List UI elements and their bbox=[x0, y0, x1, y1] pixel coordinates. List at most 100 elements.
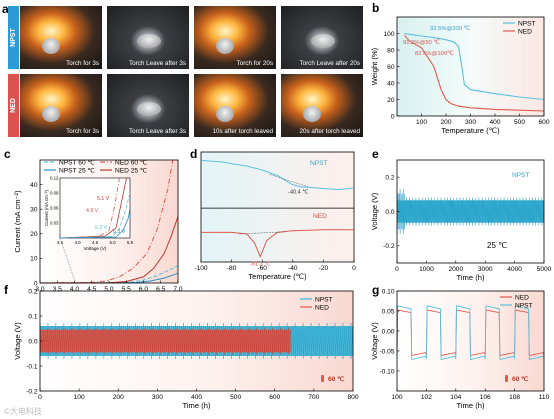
inset-line bbox=[59, 177, 120, 239]
annotation: -40.4 ℃ bbox=[288, 190, 309, 196]
photo-1-0: Torch for 3s bbox=[20, 74, 102, 137]
y-tick-label: 0 bbox=[34, 280, 38, 287]
x-tick-label: 4000 bbox=[507, 266, 522, 273]
photo-caption: 20s after torch leaved bbox=[299, 128, 360, 135]
y-tick-label: 20 bbox=[30, 231, 38, 238]
panel-label-c: c bbox=[4, 147, 11, 161]
x-tick-label: 104 bbox=[450, 394, 461, 401]
plot-frame bbox=[396, 290, 545, 392]
x-tick-label: 5.0 bbox=[104, 286, 113, 293]
series-label: NPST bbox=[512, 172, 530, 179]
plot-background bbox=[397, 17, 544, 116]
tangent bbox=[239, 231, 286, 235]
inset-line bbox=[59, 192, 131, 239]
inset-annotation: 5.3 V bbox=[113, 229, 126, 235]
y-axis-label: Voltage (V) bbox=[370, 192, 379, 230]
y-tick-label: -0.10 bbox=[379, 368, 394, 375]
series-ned bbox=[403, 34, 545, 112]
annotation: 60 ℃ bbox=[328, 375, 345, 383]
series-npst bbox=[200, 159, 355, 191]
y-tick-label: 0.05 bbox=[382, 308, 395, 315]
panel-label-f: f bbox=[4, 283, 9, 297]
photo-0-3: Torch Leave after 20s bbox=[281, 6, 363, 69]
x-tick-label: 110 bbox=[539, 394, 550, 401]
watermark: ©大电科技 bbox=[4, 407, 42, 416]
x-tick-label: 0 bbox=[395, 266, 399, 273]
y-tick-label: 80 bbox=[387, 47, 395, 54]
x-tick-label: 400 bbox=[191, 394, 202, 401]
inset-frame bbox=[59, 177, 131, 239]
y-axis-label: Current (mA cm⁻²) bbox=[13, 190, 22, 253]
inset-x-tick-label: 5.0 bbox=[109, 240, 116, 245]
photo-1-3: 20s after torch leaved bbox=[281, 74, 363, 137]
coin-cell bbox=[216, 106, 234, 122]
x-tick-label: 7.0 bbox=[173, 286, 182, 293]
coin-cell bbox=[311, 34, 335, 48]
y-axis-label: Voltage (V) bbox=[13, 322, 22, 360]
photo-caption: Torch for 20s bbox=[236, 60, 273, 67]
x-tick-label: 108 bbox=[509, 394, 520, 401]
legend-label: NPST bbox=[315, 296, 333, 303]
x-tick-label: 4.5 bbox=[87, 286, 96, 293]
x-tick-label: 5.5 bbox=[122, 286, 131, 293]
y-tick-label: 0.10 bbox=[382, 288, 395, 295]
legend-label: NED 60 ℃ bbox=[115, 159, 148, 166]
x-tick-label: 600 bbox=[269, 394, 280, 401]
annotation: 91.2%@50 ℃ bbox=[403, 40, 440, 46]
legend-label: NPST bbox=[518, 20, 536, 27]
x-tick-label: 600 bbox=[538, 119, 549, 126]
x-tick-label: -80 bbox=[227, 265, 237, 272]
x-axis-label: Time (h) bbox=[457, 401, 485, 410]
panel-label-b: b bbox=[372, 1, 379, 15]
x-tick-label: 500 bbox=[230, 394, 241, 401]
legend-label: NPST 60 ℃ bbox=[59, 159, 95, 166]
photo-caption: Torch for 3s bbox=[66, 128, 99, 135]
inset-annotation: 5.2 V bbox=[95, 225, 108, 231]
x-tick-label: 300 bbox=[465, 119, 476, 126]
x-axis-label: Time (h) bbox=[183, 401, 211, 410]
x-axis-label: Temperature (℃) bbox=[248, 272, 307, 281]
x-tick-label: -100 bbox=[194, 265, 208, 272]
tangent bbox=[269, 174, 309, 188]
inset-y-label: Current (mA cm⁻²) bbox=[44, 189, 49, 226]
legend-label: NPST bbox=[515, 302, 533, 309]
y-tick-label: -0.1 bbox=[26, 363, 38, 370]
y-tick-label: -0.05 bbox=[379, 348, 394, 355]
photo-0-0: Torch for 3s bbox=[20, 6, 102, 69]
photo-0-2: Torch for 20s bbox=[194, 6, 276, 69]
series-ned bbox=[201, 229, 354, 258]
x-tick-label: 400 bbox=[489, 119, 500, 126]
x-tick-label: 2000 bbox=[448, 266, 463, 273]
coin-cell bbox=[42, 106, 60, 122]
legend-label: NED bbox=[518, 28, 532, 35]
inset-line bbox=[59, 207, 131, 239]
y-tick-label: 20 bbox=[387, 97, 395, 104]
annotation: -61.3 ℃ bbox=[250, 262, 271, 268]
photo-1-1: Torch Leave after 3s bbox=[107, 74, 189, 137]
photo-caption: Torch Leave after 20s bbox=[299, 60, 360, 67]
y-tick-label: 0.1 bbox=[28, 313, 37, 320]
y-tick-label: 10 bbox=[30, 256, 38, 263]
series-npst bbox=[396, 305, 545, 361]
plot-background bbox=[201, 152, 354, 262]
inset-x-tick-label: 4.0 bbox=[74, 240, 81, 245]
inset-x-tick-label: 3.5 bbox=[57, 240, 64, 245]
x-tick-label: 1000 bbox=[419, 266, 434, 273]
y-tick-label: 40 bbox=[387, 80, 395, 87]
photo-caption: Torch Leave after 3s bbox=[128, 60, 186, 67]
y-tick-label: 0.0 bbox=[28, 338, 37, 345]
series-line bbox=[39, 159, 174, 284]
y-axis-label: Voltage (V) bbox=[370, 322, 379, 360]
panel-label-a: a bbox=[2, 2, 9, 16]
x-tick-label: 200 bbox=[113, 394, 124, 401]
x-axis-label: Time (h) bbox=[457, 273, 485, 282]
inset-annotation: 5.1 V bbox=[97, 196, 110, 202]
x-tick-label: 3.0 bbox=[35, 286, 44, 293]
series-label: NPST bbox=[310, 160, 328, 167]
y-tick-label: -0.2 bbox=[26, 388, 38, 395]
x-tick-label: 3000 bbox=[478, 266, 493, 273]
x-tick-label: -20 bbox=[319, 265, 329, 272]
y-tick-label: 0.00 bbox=[382, 328, 395, 335]
inset-annotation: 4.9 V bbox=[86, 208, 99, 214]
